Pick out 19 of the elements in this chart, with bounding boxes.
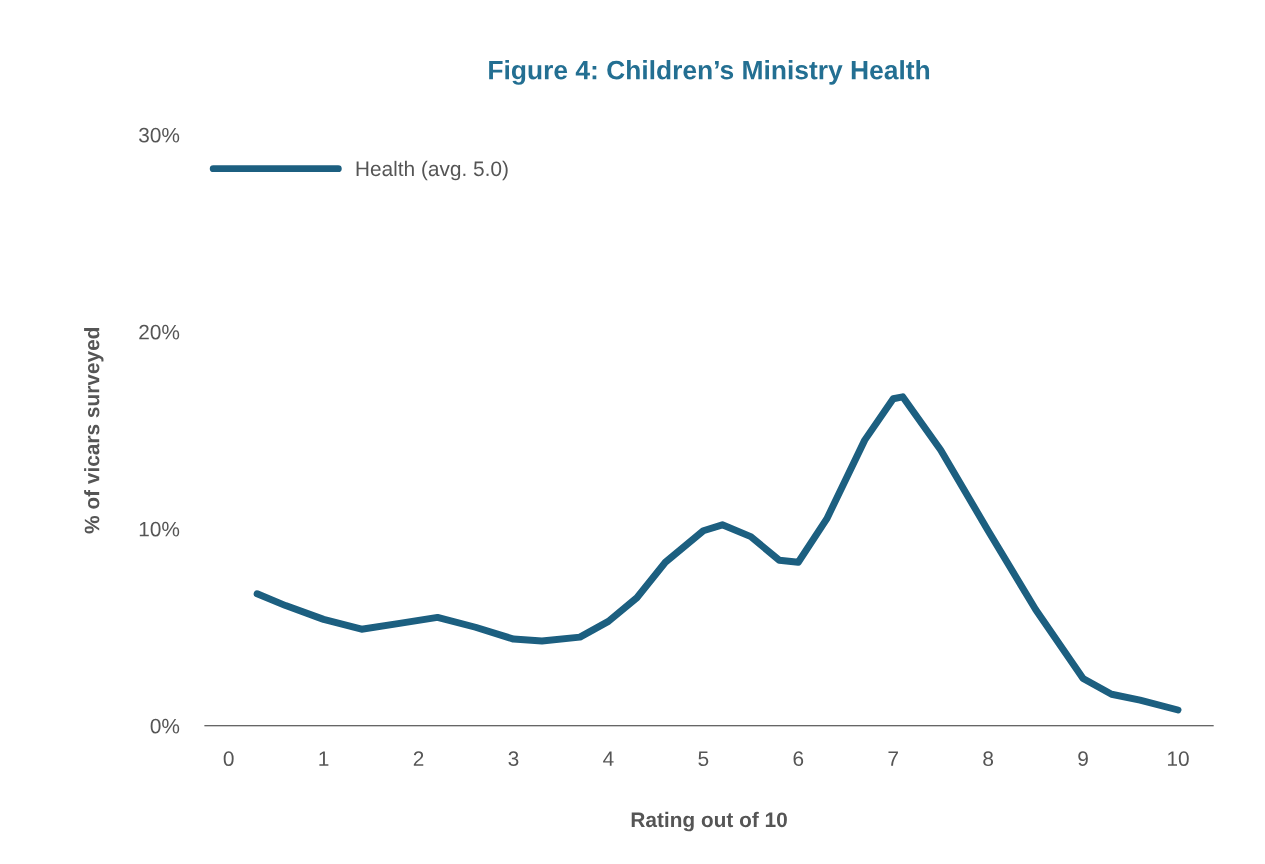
x-tick-label: 2 <box>413 751 424 766</box>
x-tick-label: 1 <box>319 751 329 766</box>
y-tick-label: 30% <box>139 127 180 143</box>
x-tick-label: 10 <box>1168 751 1189 767</box>
x-tick-label: 8 <box>983 751 994 767</box>
y-tick-label: 20% <box>139 324 180 340</box>
text: Health (avg. 5.0) <box>356 160 508 181</box>
y-tick-label: 0% <box>150 718 180 734</box>
y-axis-title: % of vicars surveyed <box>84 327 104 534</box>
x-tick-label: 3 <box>508 751 519 767</box>
x-tick-label: 6 <box>793 751 804 767</box>
y-tick-label: 10% <box>139 521 180 537</box>
x-tick-label: 4 <box>603 751 614 766</box>
x-tick-label: 7 <box>888 751 898 766</box>
x-tick-label: 5 <box>698 751 709 767</box>
x-axis-title: Rating out of 10 <box>631 811 787 832</box>
chart-title: Figure 4: Children’s Ministry Health <box>489 60 930 85</box>
x-tick-label: 9 <box>1078 751 1088 767</box>
x-tick-label: 0 <box>223 751 234 767</box>
